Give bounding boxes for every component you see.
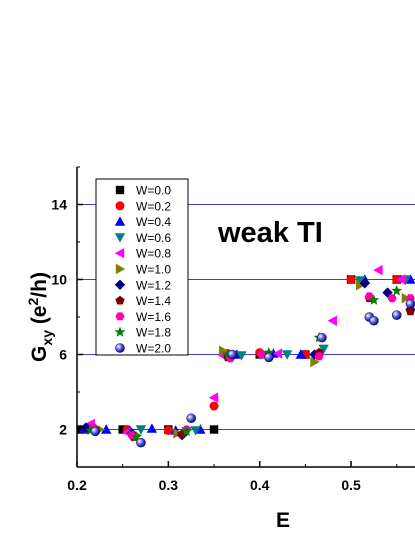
legend-label: W=1.8 [136, 326, 171, 340]
legend-label: W=1.6 [136, 310, 171, 324]
data-point [146, 423, 158, 433]
legend-entry: W=2.0 [115, 342, 171, 356]
data-point [264, 352, 274, 363]
legend-label: W=1.4 [136, 294, 171, 308]
data-point [118, 425, 127, 434]
y-axis-title: Gxy (e2/h) [25, 272, 55, 362]
data-point [256, 350, 267, 359]
legend-marker [114, 326, 126, 337]
data-point [136, 437, 146, 448]
data-point [135, 425, 147, 435]
data-point [272, 348, 283, 359]
data-point [181, 425, 193, 437]
data-point [236, 351, 247, 361]
x-tick-label: 0.5 [341, 477, 361, 493]
legend-marker [115, 295, 125, 305]
y-tick-labels: 2 6 10 14 [51, 197, 67, 438]
data-point [405, 306, 415, 316]
legend-entry: W=1.6 [115, 310, 171, 324]
data-point [85, 424, 97, 436]
legend-entry: W=0.4 [114, 215, 171, 229]
data-point [318, 344, 329, 355]
data-point [346, 275, 356, 284]
legend-box [95, 178, 189, 356]
data-point [382, 287, 393, 298]
y-tick-label: 2 [59, 422, 67, 438]
data-point [130, 431, 142, 442]
legend-entry: W=1.0 [115, 263, 171, 277]
data-point [314, 352, 324, 361]
data-point [359, 278, 370, 289]
legend-entry: W=0.2 [115, 199, 171, 213]
legend-entry: W=0.0 [115, 184, 171, 198]
legend-label: W=1.2 [136, 278, 171, 292]
y-tick-label: 10 [51, 272, 67, 288]
x-axis-title: E [276, 509, 290, 532]
data-point [90, 426, 101, 437]
data-points [77, 264, 415, 448]
data-point [368, 294, 380, 305]
legend-label: W=1.0 [136, 263, 171, 277]
y-tick-label: 6 [59, 347, 67, 363]
data-point [186, 413, 196, 424]
weak-ti-annotation: weak TI [217, 217, 323, 249]
data-point [263, 346, 275, 358]
legend: W=0.0W=0.2 W=0.4 W=0.6 W=0.8 W=1.0W=1.2 W=1.4… [114, 184, 171, 356]
data-point [208, 392, 219, 403]
legend-entry: W=1.2 [114, 278, 171, 292]
data-point [405, 299, 415, 309]
data-point [391, 284, 403, 296]
data-point [317, 332, 327, 343]
data-point [163, 425, 173, 435]
data-point [209, 401, 219, 411]
legend-label: W=0.2 [136, 199, 171, 213]
legend-marker [115, 263, 126, 275]
legend-marker [115, 312, 125, 321]
axis-ticks [76, 166, 398, 468]
data-point [387, 294, 397, 303]
data-point [190, 426, 201, 436]
data-point [354, 276, 366, 286]
legend-entry: W=1.8 [114, 326, 171, 340]
legend-entry: W=0.6 [114, 231, 171, 245]
legend-marker [114, 216, 126, 226]
legend-label: W=0.4 [136, 215, 171, 229]
data-point [369, 315, 379, 326]
data-point [309, 349, 320, 360]
data-point [310, 356, 320, 368]
legend-label: W=2.0 [136, 342, 171, 356]
data-point [391, 310, 402, 320]
legend-label: W=0.0 [136, 184, 171, 198]
legend-entry: W=0.8 [114, 247, 171, 261]
data-point [295, 349, 307, 359]
legend-label: W=0.8 [136, 247, 171, 261]
x-tick-label: 0.2 [67, 477, 87, 493]
data-point [373, 264, 383, 276]
legend-marker [114, 279, 126, 290]
data-point [281, 350, 293, 360]
legend-label: W=0.6 [136, 231, 171, 245]
data-point [327, 315, 337, 326]
data-point [396, 274, 406, 285]
legend-entry: W=1.4 [115, 294, 171, 308]
legend-marker [114, 233, 126, 243]
y-tick-label: 14 [51, 197, 67, 213]
legend-marker [115, 185, 125, 195]
data-point [227, 349, 238, 360]
x-tick-labels: 0.2 0.3 0.4 0.5 [67, 477, 361, 493]
data-point [101, 424, 112, 434]
data-point [80, 422, 92, 433]
x-tick-label: 0.3 [159, 477, 179, 493]
legend-marker [115, 201, 125, 211]
data-point [355, 279, 366, 291]
data-point [209, 425, 219, 434]
x-tick-label: 0.4 [250, 477, 270, 493]
legend-marker [114, 248, 125, 259]
legend-marker [115, 343, 125, 353]
data-point [218, 345, 229, 356]
